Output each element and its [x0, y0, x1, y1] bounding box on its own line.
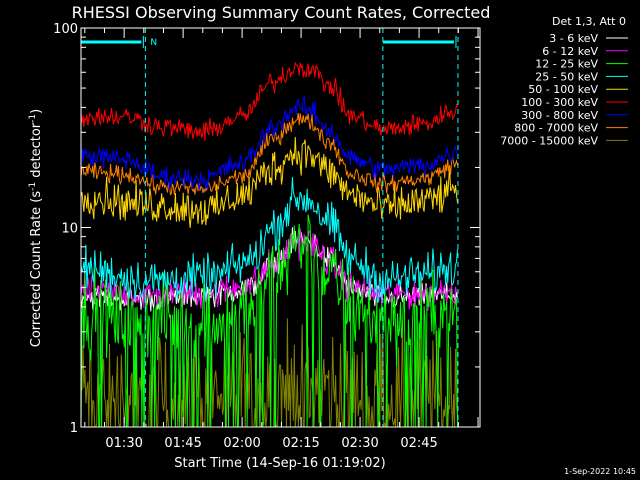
- series-line: [80, 176, 458, 304]
- legend-label: 300 - 800 keV: [521, 109, 598, 122]
- y-tick-label: 100: [53, 22, 78, 37]
- y-axis-label-main: Corrected Count Rate (s: [29, 191, 44, 348]
- night-marker-label: N: [150, 38, 157, 48]
- y-axis-label-close: ): [29, 109, 44, 114]
- x-tick-label: 02:45: [400, 436, 437, 451]
- x-axis-label: Start Time (14-Sep-16 01:19:02): [174, 456, 385, 471]
- legend-title: Det 1,3, Att 0: [552, 15, 626, 28]
- series-line: [80, 112, 458, 196]
- plot-area: N 1 10 100 01:30 01:45 02:00 02:15 02:30 02:45: [53, 22, 481, 451]
- legend-label: 50 - 100 keV: [528, 83, 598, 96]
- legend-label: 12 - 25 keV: [535, 58, 598, 71]
- x-tick-label: 01:45: [164, 436, 201, 451]
- series-line: [80, 62, 458, 141]
- chart-title: RHESSI Observing Summary Count Rates, Co…: [72, 3, 491, 22]
- y-axis-label: Corrected Count Rate (s-1 detector-1): [28, 109, 44, 347]
- y-tick-label: 10: [61, 222, 78, 237]
- legend-label: 7000 - 15000 keV: [500, 134, 598, 147]
- legend-label: 100 - 300 keV: [521, 96, 598, 109]
- series-line: [80, 95, 458, 191]
- x-tick-label: 02:30: [341, 436, 378, 451]
- y-axis-label-sup-2: -1: [28, 114, 38, 123]
- x-tick-label: 01:30: [105, 436, 142, 451]
- y-axis-label-sup-1: -1: [28, 182, 38, 191]
- y-axis-label-mid: detector: [29, 122, 44, 182]
- legend-label: 25 - 50 keV: [535, 70, 598, 83]
- legend-label: 6 - 12 keV: [542, 45, 598, 58]
- y-tick-label: 1: [70, 421, 78, 436]
- footer-timestamp: 1-Sep-2022 10:45: [564, 467, 636, 476]
- series-line: [80, 214, 458, 428]
- x-tick-label: 02:00: [223, 436, 260, 451]
- series-line: [80, 136, 458, 228]
- legend-label: 800 - 7000 keV: [514, 122, 598, 135]
- x-tick-label: 02:15: [282, 436, 319, 451]
- legend-label: 3 - 6 keV: [549, 32, 598, 45]
